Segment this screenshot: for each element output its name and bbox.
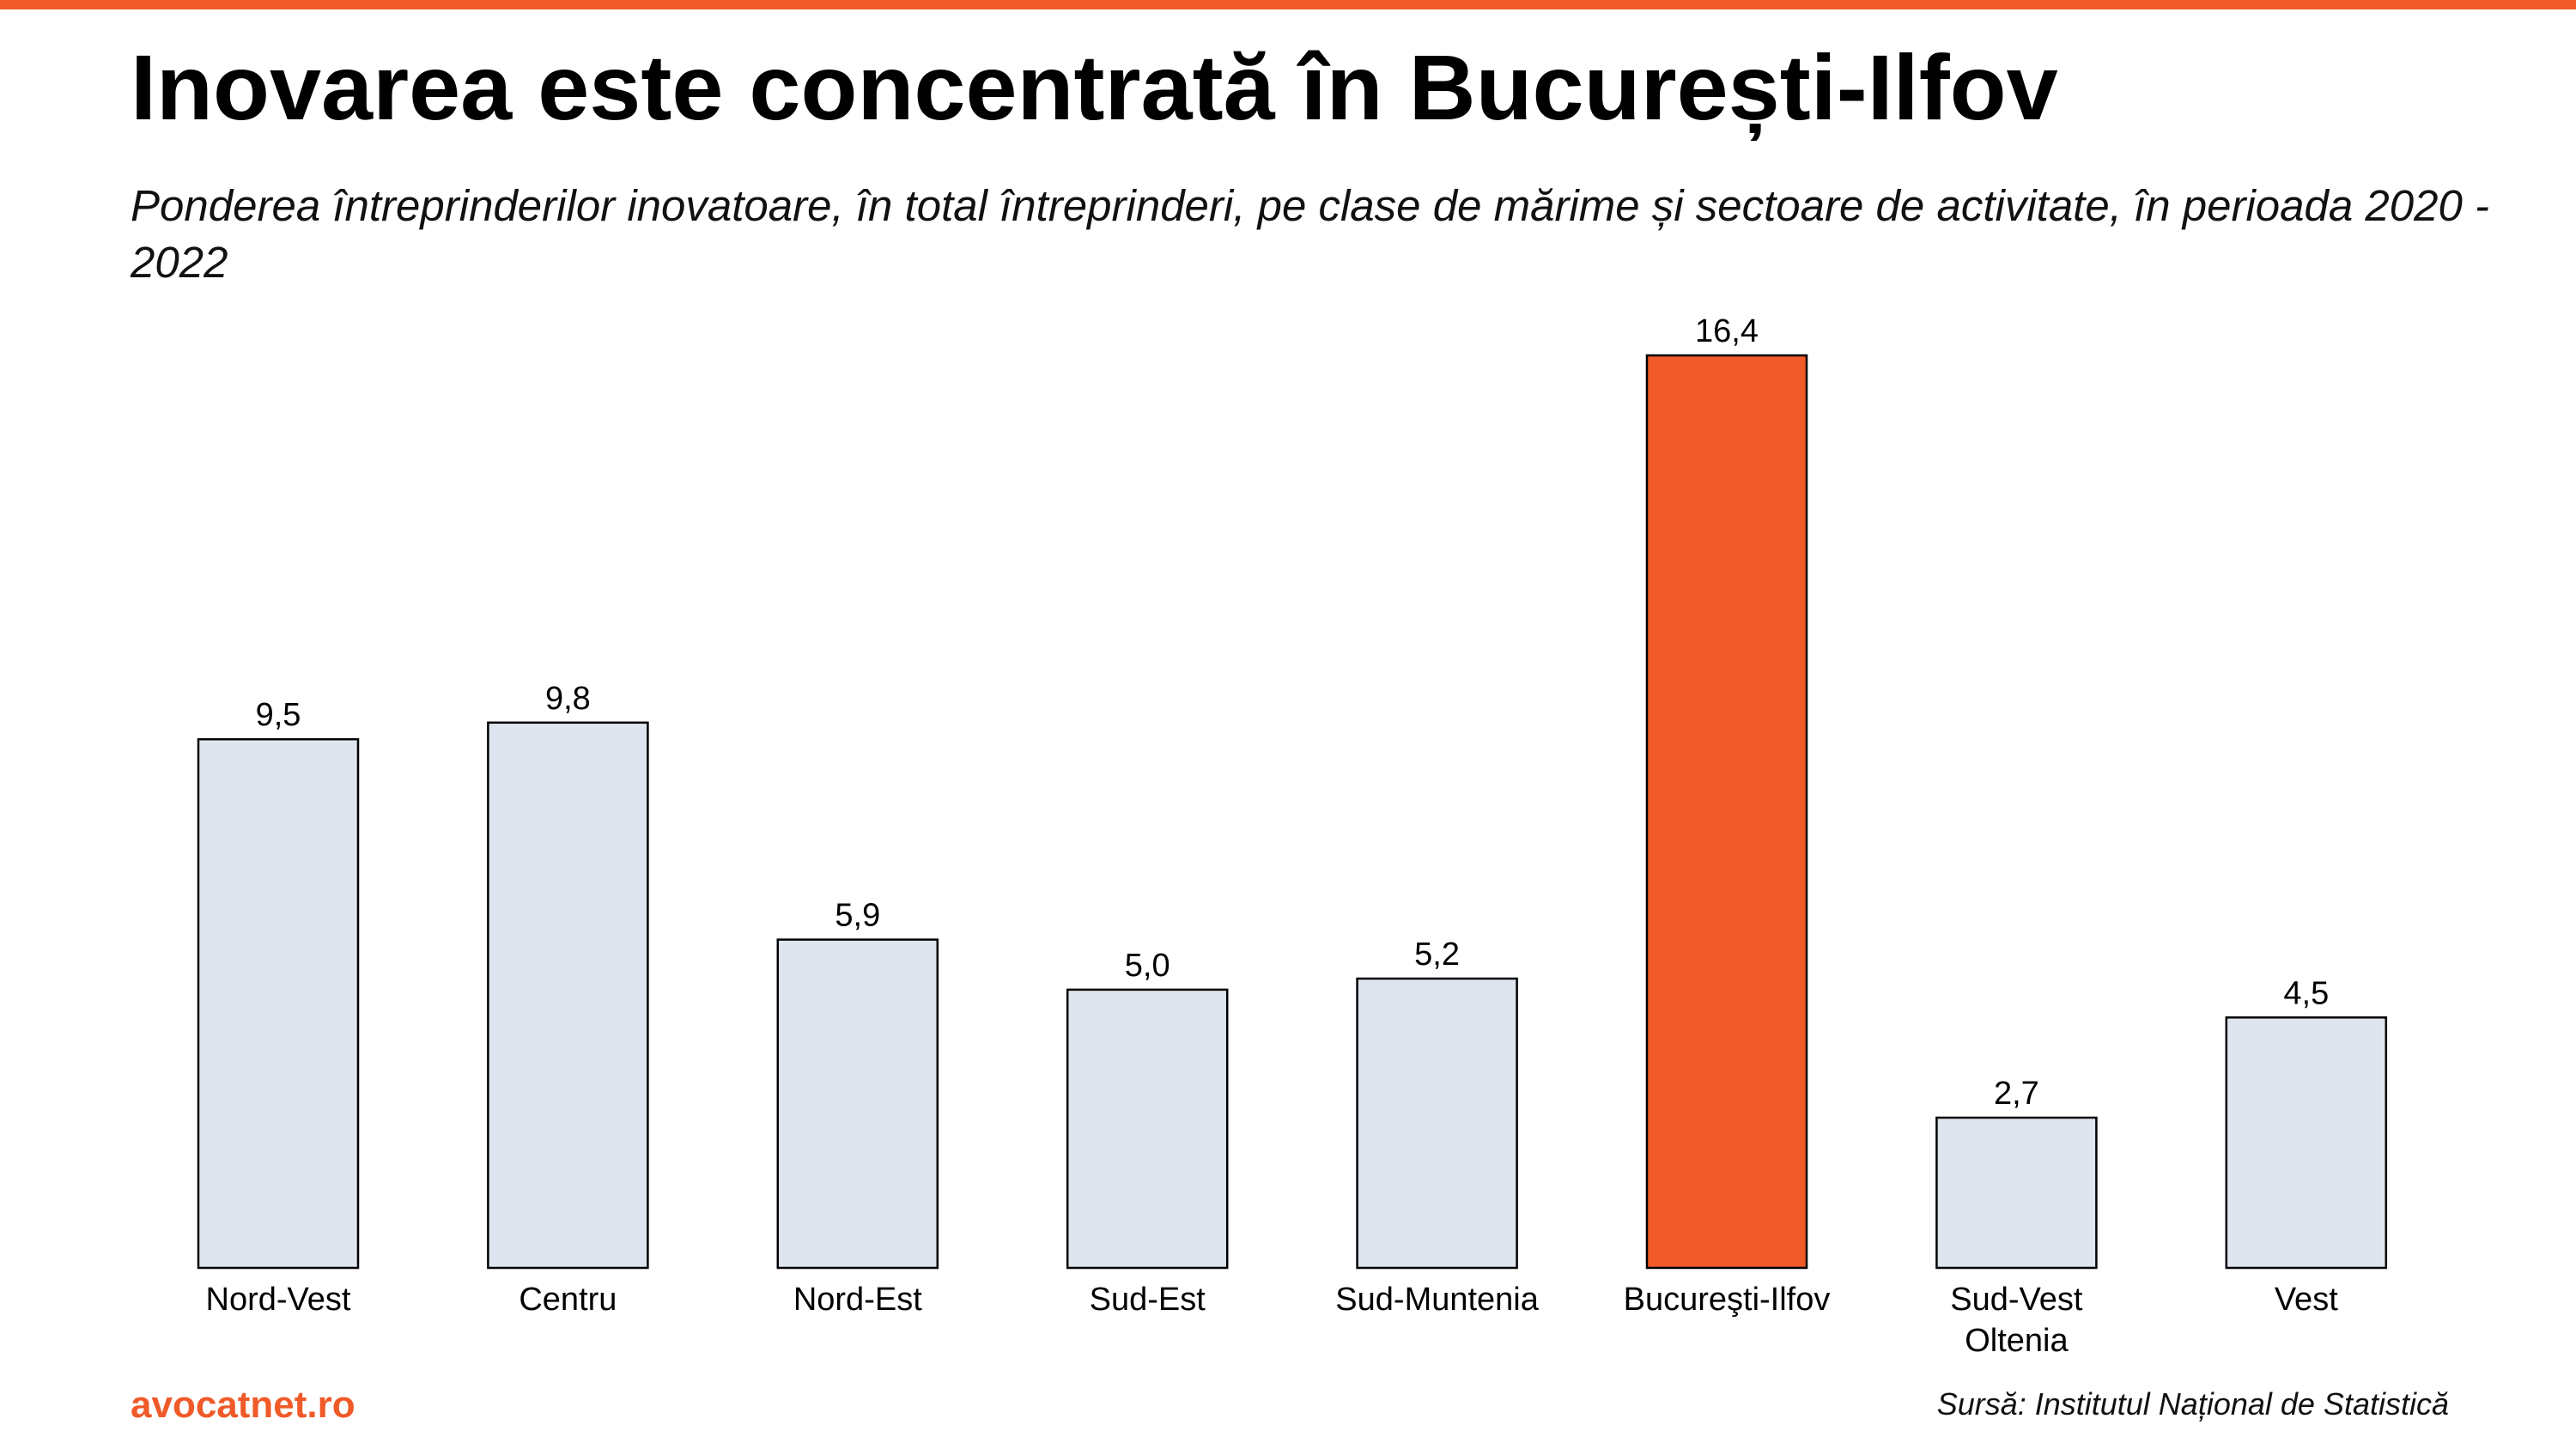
value-label-sud-vest-oltenia: 2,7 (1994, 1076, 2039, 1112)
bar-nord-est (776, 938, 939, 1270)
category-label-vest: Vest (2275, 1282, 2338, 1318)
category-label-bucuresti-ilfov: Bucureşti-Ilfov (1624, 1282, 1831, 1318)
chart-subtitle: Ponderea întreprinderilor inovatoare, în… (131, 181, 2490, 287)
brand-logo-text[interactable]: avocatnet.ro (131, 1384, 355, 1426)
category-label-sud-vest-oltenia-line-2: Oltenia (1965, 1323, 2069, 1359)
value-label-vest: 4,5 (2283, 975, 2329, 1011)
source-note: Sursă: Institutul Național de Statistică (1936, 1386, 2449, 1422)
bar-vest (2225, 1016, 2388, 1270)
category-label-sud-est: Sud-Est (1090, 1282, 1206, 1318)
bar-sud-est (1066, 988, 1229, 1270)
value-label-sud-est: 5,0 (1125, 948, 1170, 984)
value-label-nord-vest: 9,5 (256, 697, 301, 733)
chart-title: Inovarea este concentrată în București-I… (131, 35, 2058, 139)
bar-sud-muntenia (1356, 977, 1518, 1270)
bar-sud-vest-oltenia (1935, 1116, 2098, 1270)
value-label-sud-muntenia: 5,2 (1414, 937, 1460, 973)
bar-bucuresti-ilfov (1645, 354, 1808, 1270)
category-label-centru: Centru (519, 1282, 617, 1318)
value-label-nord-est: 5,9 (835, 898, 880, 934)
category-label-sud-muntenia: Sud-Muntenia (1335, 1282, 1539, 1318)
bar-centru (487, 721, 649, 1270)
value-label-bucuresti-ilfov: 16,4 (1695, 313, 1759, 349)
category-label-sud-vest-oltenia-line-1: Sud-Vest (1950, 1282, 2083, 1318)
bar-nord-vest (197, 737, 360, 1270)
category-label-nord-vest: Nord-Vest (206, 1282, 351, 1318)
top-accent-stripe (0, 0, 2576, 9)
value-label-centru: 9,8 (545, 681, 591, 717)
category-label-nord-est: Nord-Est (793, 1282, 922, 1318)
